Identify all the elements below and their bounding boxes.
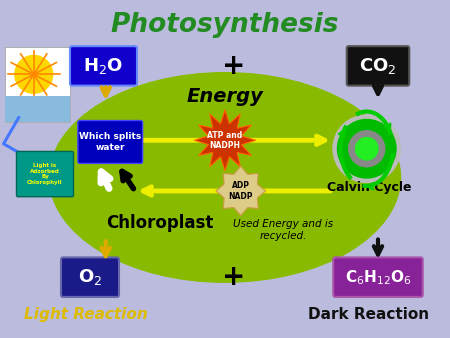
Circle shape xyxy=(338,119,396,178)
FancyBboxPatch shape xyxy=(347,46,409,86)
Circle shape xyxy=(15,55,53,93)
Text: +: + xyxy=(222,52,246,80)
FancyBboxPatch shape xyxy=(4,47,70,122)
Text: CO$_2$: CO$_2$ xyxy=(359,56,397,76)
Text: Light Reaction: Light Reaction xyxy=(23,307,148,322)
Text: Dark Reaction: Dark Reaction xyxy=(308,307,430,322)
FancyBboxPatch shape xyxy=(333,258,423,297)
FancyBboxPatch shape xyxy=(4,96,70,122)
Text: +: + xyxy=(222,263,246,291)
Text: Chloroplast: Chloroplast xyxy=(106,214,213,232)
Text: O$_2$: O$_2$ xyxy=(78,267,102,287)
Polygon shape xyxy=(216,166,266,216)
Text: ADP
NADP: ADP NADP xyxy=(229,181,253,201)
Circle shape xyxy=(333,115,400,183)
Polygon shape xyxy=(194,110,256,171)
Text: C$_6$H$_{12}$O$_6$: C$_6$H$_{12}$O$_6$ xyxy=(345,268,411,287)
Circle shape xyxy=(356,138,378,160)
Text: Light is
Adsorbed
By
Chlorophyll: Light is Adsorbed By Chlorophyll xyxy=(27,163,63,185)
Circle shape xyxy=(349,131,385,167)
FancyBboxPatch shape xyxy=(78,121,143,163)
FancyBboxPatch shape xyxy=(17,151,73,197)
FancyBboxPatch shape xyxy=(61,258,119,297)
Text: H$_2$O: H$_2$O xyxy=(83,56,124,76)
Text: Calvin Cycle: Calvin Cycle xyxy=(327,181,411,194)
Text: Which splits
water: Which splits water xyxy=(79,132,141,152)
Text: Photosynthesis: Photosynthesis xyxy=(111,13,339,38)
FancyBboxPatch shape xyxy=(70,46,137,86)
Ellipse shape xyxy=(50,73,400,282)
Text: Energy: Energy xyxy=(187,87,263,106)
Text: ATP and
NADPH: ATP and NADPH xyxy=(207,130,243,150)
Text: Used Energy and is
recycled.: Used Energy and is recycled. xyxy=(234,219,333,241)
